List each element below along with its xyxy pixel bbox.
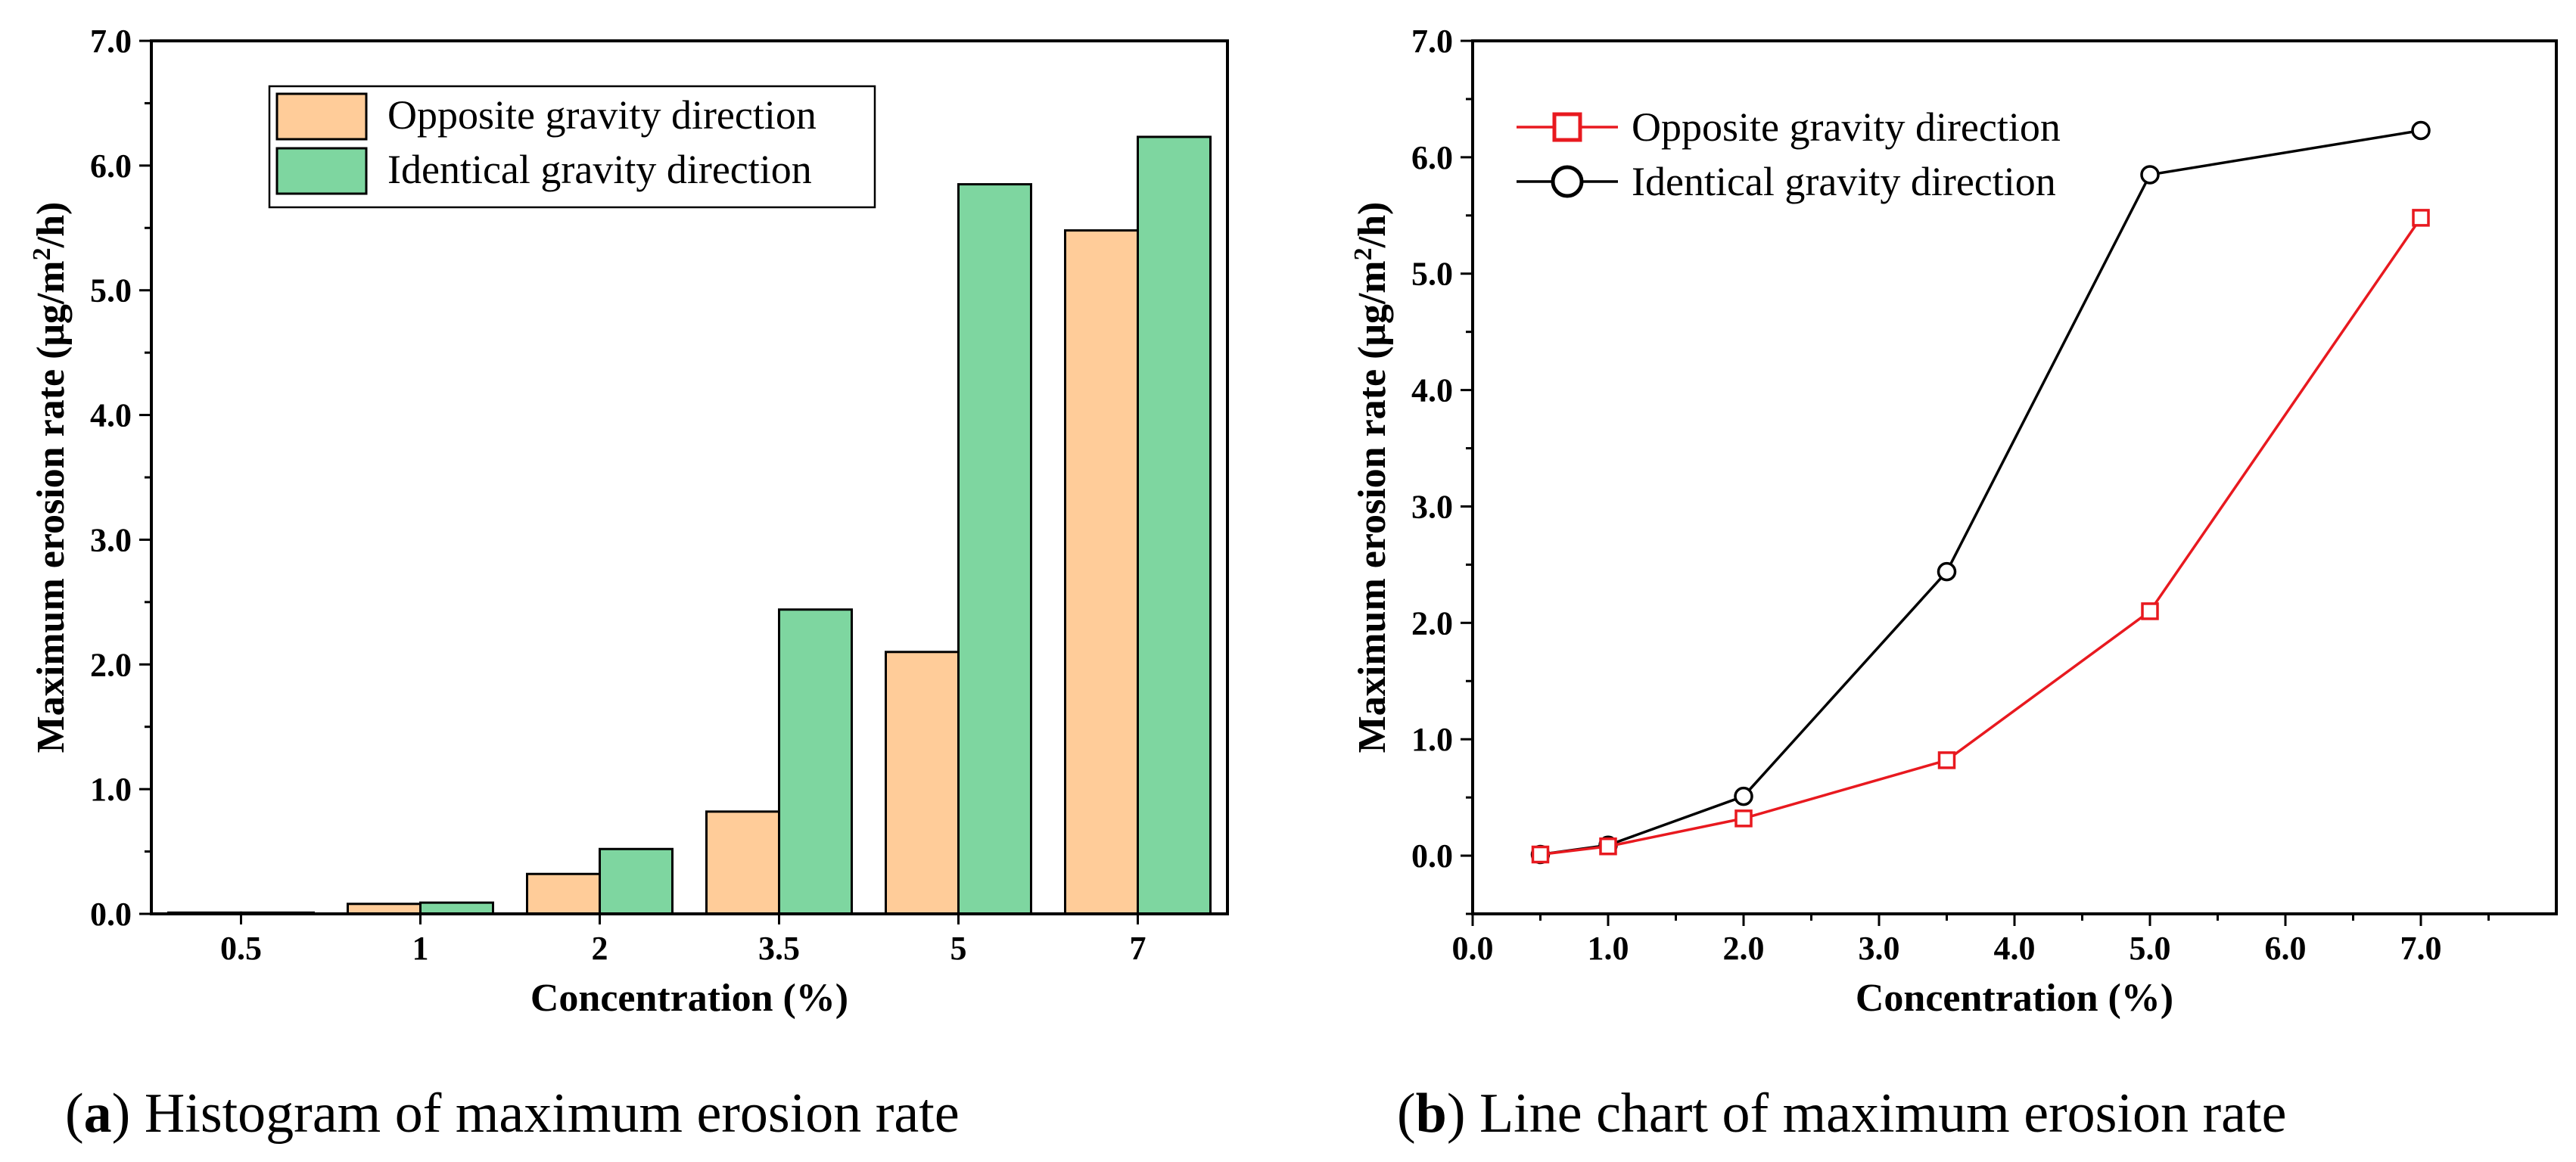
point-identical-7 [2411,120,2431,141]
point-identical-3.5 [1937,561,1957,582]
y-tick-label-3.0: 3.0 [90,521,132,558]
x-tick-label-7.0: 7.0 [2400,930,2442,967]
y-tick-label-0.0: 0.0 [1411,837,1453,875]
series-line-opposite [1540,216,2422,856]
bar-opposite-3.5 [705,810,780,915]
y-tick-label-7.0: 7.0 [90,23,132,60]
bar-identical-2 [599,847,674,915]
y-tick-label-0.0: 0.0 [90,896,132,933]
bar-identical-7 [1137,135,1212,915]
x-tick-label-3.5: 3.5 [758,930,800,967]
bar-identical-1 [419,901,494,915]
y-tick-label-1.0: 1.0 [1411,721,1453,758]
x-tick-label-4.0: 4.0 [1994,930,2036,967]
y-tick-label-3.0: 3.0 [1411,488,1453,525]
panel-b-y-axis-title-main: Maximum erosion rate (μg/m [1351,260,1394,753]
y-tick-label-4.0: 4.0 [1411,372,1453,409]
panel-a-y-axis-title-main: Maximum erosion rate (μg/m [30,260,73,753]
y-tick-label-6.0: 6.0 [90,148,132,185]
panel-a-y-axis-title-sup: 2 [28,247,56,260]
panel-a-y-axis-title: Maximum erosion rate (μg/m2/h) [28,202,73,753]
legend-label-opposite: Opposite gravity direction [1632,104,2061,150]
legend-swatch-identical [275,147,368,195]
y-tick-label-2.0: 2.0 [1411,604,1453,642]
bar-identical-5 [957,183,1032,915]
point-opposite-0.5 [1531,845,1550,864]
x-tick-label-5: 5 [950,930,967,967]
caption-b: (b) Line chart of maximum erosion rate [1397,1083,2286,1145]
caption-a-letter: a [84,1083,112,1145]
point-identical-2 [1734,786,1753,806]
y-tick-label-6.0: 6.0 [1411,139,1453,176]
y-tick-label-1.0: 1.0 [90,771,132,808]
legend-frame [268,85,876,209]
panel-a-histogram: 0.5 1 2 3.5 5 7 0.0 1.0 2.0 3.0 4.0 5.0 6.0 7.0 Concen… [28,23,1229,1020]
bar-opposite-2 [526,872,601,915]
point-opposite-1 [1599,837,1617,856]
x-tick-label-6.0: 6.0 [2265,930,2307,967]
point-opposite-5 [2141,602,2159,620]
point-identical-5 [2140,165,2160,185]
x-tick-label-2: 2 [592,930,608,967]
x-tick-label-3.0: 3.0 [1859,930,1900,967]
x-tick-label-5.0: 5.0 [2130,930,2171,967]
y-tick-label-5.0: 5.0 [1411,256,1453,293]
panel-a-y-axis-title-tail: /h) [30,202,73,249]
caption-a: (a) Histogram of maximum erosion rate [65,1083,960,1145]
x-axis-title: Concentration (%) [1856,977,2173,1020]
y-tick-label-4.0: 4.0 [90,397,132,434]
legend-marker-opposite [1552,112,1582,142]
x-tick-label-0.0: 0.0 [1452,930,1494,967]
panel-b-y-axis-title: Maximum erosion rate (μg/m2/h) [1349,202,1394,753]
x-tick-label-0.5: 0.5 [220,930,262,967]
series-line-identical [1540,129,2422,856]
caption-b-text: Line chart of maximum erosion rate [1479,1083,2286,1145]
legend: Opposite gravity direction Identical grav… [268,85,876,209]
legend-label-opposite: Opposite gravity direction [387,92,817,138]
x-tick-label-7: 7 [1130,930,1146,967]
legend-label-identical: Identical gravity direction [1632,159,2056,204]
y-tick-label-5.0: 5.0 [90,272,132,309]
point-opposite-2 [1734,809,1753,828]
legend-label-identical: Identical gravity direction [387,147,812,192]
caption-a-text: Histogram of maximum erosion rate [145,1083,960,1145]
x-axis-title: Concentration (%) [530,977,848,1020]
bar-opposite-5 [885,651,960,915]
y-tick-label-2.0: 2.0 [90,646,132,683]
point-opposite-3.5 [1937,751,1956,769]
legend: Opposite gravity direction Identical grav… [1517,104,2061,204]
legend-marker-identical [1551,165,1584,198]
y-tick-label-7.0: 7.0 [1411,23,1453,60]
x-tick-label-2.0: 2.0 [1723,930,1765,967]
panel-b-y-axis-title-tail: /h) [1351,202,1394,249]
bar-identical-3.5 [778,608,853,915]
panel-b-line-chart: 0.0 1.0 2.0 3.0 4.0 5.0 6.0 7.0 0.0 1.0 2.0 3.0 4.0 5… [1349,23,2558,1020]
legend-swatch-opposite [275,92,368,141]
point-opposite-7 [2412,209,2430,227]
x-tick-label-1: 1 [412,930,429,967]
bar-opposite-7 [1064,229,1139,915]
x-tick-label-1.0: 1.0 [1588,930,1629,967]
caption-b-letter: b [1416,1083,1447,1145]
panel-b-y-axis-title-sup: 2 [1349,247,1377,260]
